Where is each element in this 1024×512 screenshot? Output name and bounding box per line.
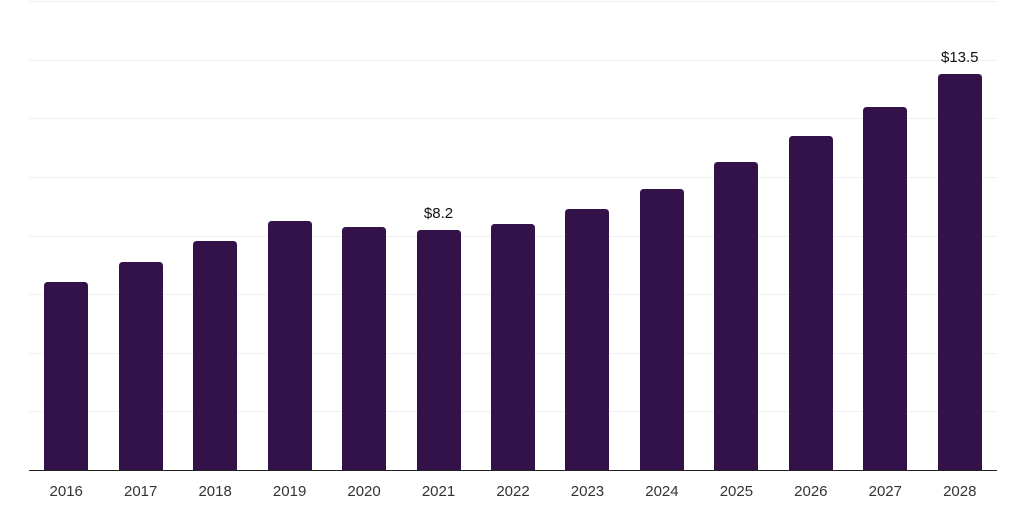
bar-2018 <box>193 241 238 470</box>
x-tick-label-2019: 2019 <box>272 483 307 500</box>
gridline <box>29 118 997 120</box>
x-tick-label-2020: 2020 <box>347 483 381 500</box>
bar-2025 <box>714 162 759 470</box>
x-tick-label-2018: 2018 <box>198 483 232 500</box>
bar-2024 <box>639 188 684 470</box>
x-tick-label-2025: 2025 <box>719 483 754 500</box>
bar-2022 <box>491 223 535 470</box>
x-tick-label-2023: 2023 <box>570 483 605 500</box>
bar-2016 <box>44 282 89 470</box>
x-tick-label-2028: 2028 <box>943 483 977 500</box>
plot-area: $8.2 $13.5 <box>29 1 997 471</box>
x-tick-label-2022: 2022 <box>496 483 530 500</box>
bar-2017 <box>118 261 163 470</box>
bar-2021 <box>416 229 461 470</box>
bar-2023 <box>565 209 610 470</box>
x-tick-label-2024: 2024 <box>645 483 679 500</box>
gridline <box>29 1 997 2</box>
gridline <box>29 176 997 178</box>
bar-2027 <box>863 106 908 470</box>
gridline <box>29 59 997 61</box>
bar-2026 <box>788 135 833 470</box>
value-label-2028: $13.5 <box>940 49 979 67</box>
x-axis-line <box>29 469 997 471</box>
x-tick-label-2027: 2027 <box>868 483 902 500</box>
x-tick-label-2017: 2017 <box>124 483 158 500</box>
bar-2019 <box>267 220 312 470</box>
bar-2028 <box>937 74 982 470</box>
bar-2020 <box>342 226 387 470</box>
value-label-2021: $8.2 <box>423 204 454 222</box>
x-tick-label-2021: 2021 <box>421 483 456 500</box>
x-tick-label-2026: 2026 <box>794 483 828 500</box>
x-tick-label-2016: 2016 <box>49 483 83 500</box>
